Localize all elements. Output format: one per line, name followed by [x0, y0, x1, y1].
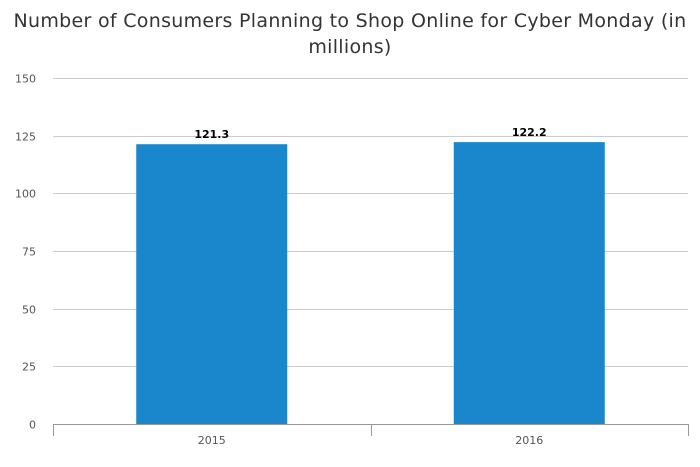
- bar-2015: [136, 144, 288, 424]
- data-label-2015: 121.3: [194, 128, 229, 141]
- y-tick-label-0: 0: [29, 419, 36, 432]
- x-tick-label-2015: 2015: [198, 434, 226, 447]
- bar-2016: [453, 142, 605, 424]
- x-tick-label-2016: 2016: [515, 434, 543, 447]
- y-tick-label-100: 100: [15, 188, 36, 201]
- data-label-2016: 122.2: [512, 126, 547, 139]
- y-tick-label-25: 25: [22, 361, 36, 374]
- bars: [136, 142, 605, 424]
- data-labels: 121.3 122.2: [194, 126, 546, 141]
- y-tick-label-125: 125: [15, 131, 36, 144]
- x-axis: 2015 2016: [53, 424, 689, 447]
- y-tick-label-50: 50: [22, 304, 36, 317]
- y-axis-ticks: 0 25 50 75 100 125 150: [15, 73, 36, 432]
- y-tick-label-150: 150: [15, 73, 36, 86]
- y-tick-label-75: 75: [22, 246, 36, 259]
- chart-title: Number of Consumers Planning to Shop Onl…: [13, 10, 687, 58]
